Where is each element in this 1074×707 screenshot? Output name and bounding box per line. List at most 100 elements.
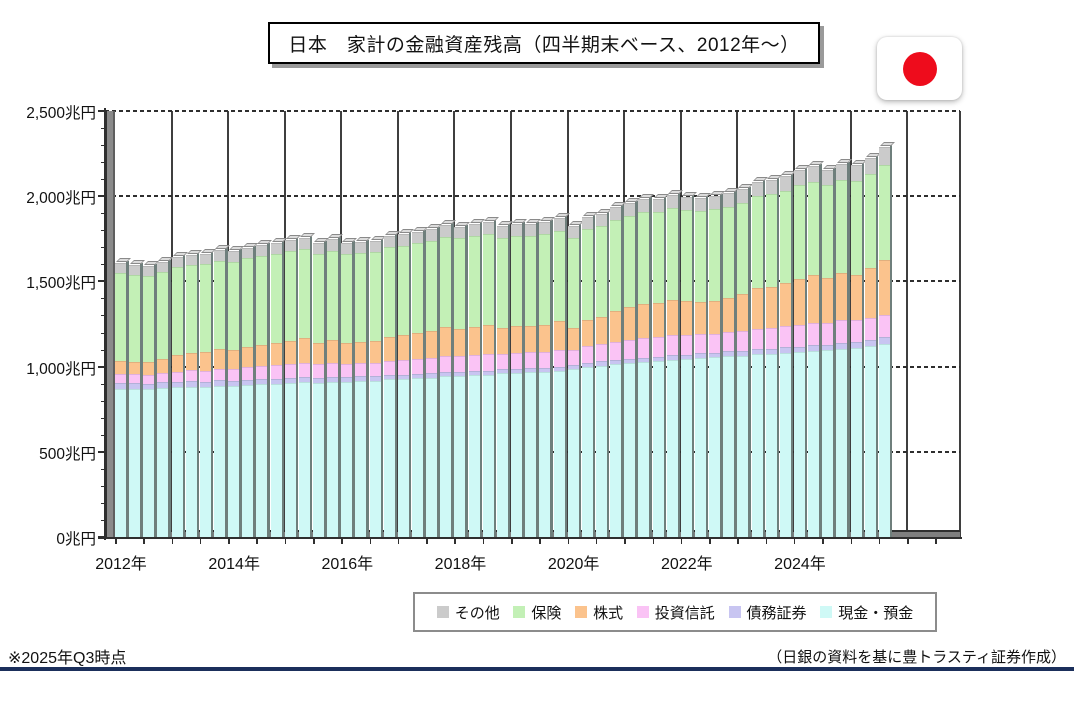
segment-現金・預金 (412, 378, 424, 537)
segment-株式 (878, 260, 890, 316)
segment-投資信託 (454, 355, 466, 372)
segment-その他 (185, 254, 197, 266)
segment-投資信託 (511, 353, 523, 369)
segment-投資信託 (680, 335, 692, 355)
segment-現金・預金 (383, 379, 395, 537)
segment-現金・預金 (751, 354, 763, 537)
segment-保険 (624, 215, 636, 307)
segment-投資信託 (836, 320, 848, 343)
segment-債務証券 (341, 377, 353, 382)
segment-その他 (214, 249, 226, 261)
segment-株式 (242, 347, 254, 368)
segment-投資信託 (652, 337, 664, 357)
segment-債務証券 (553, 366, 565, 371)
segment-株式 (171, 354, 183, 372)
segment-株式 (355, 342, 367, 364)
y-axis-line (104, 108, 106, 540)
segment-投資信託 (595, 344, 607, 362)
segment-投資信託 (284, 364, 296, 379)
segment-投資信託 (610, 341, 622, 360)
bar-side-3d (748, 187, 751, 537)
y-minor-tick (101, 502, 105, 504)
bar-side-3d (536, 221, 539, 537)
bar-side-3d (861, 163, 865, 537)
stacked-bar-2013Q4 (214, 249, 226, 537)
segment-投資信託 (553, 349, 565, 367)
segment-保険 (115, 273, 126, 361)
segment-債務証券 (143, 383, 155, 390)
segment-投資信託 (822, 322, 834, 345)
segment-株式 (185, 352, 197, 371)
bar-side-3d (423, 229, 426, 537)
segment-現金・預金 (666, 359, 678, 537)
segment-株式 (454, 328, 466, 356)
legend-item: 株式 (575, 602, 623, 623)
segment-保険 (440, 236, 452, 328)
segment-株式 (765, 286, 777, 328)
bar-side-3d (267, 243, 270, 537)
stacked-bar-2016Q4 (383, 235, 395, 537)
bar-side-3d (366, 240, 369, 537)
segment-現金・預金 (313, 382, 325, 537)
stacked-bar-2021Q2 (638, 199, 650, 537)
segment-株式 (567, 327, 579, 351)
segment-債務証券 (567, 365, 579, 370)
segment-投資信託 (171, 371, 183, 382)
x-tick-label: 2012年 (95, 556, 147, 573)
bar-cap-3d (116, 258, 131, 263)
segment-保険 (694, 211, 706, 303)
segment-債務証券 (864, 339, 876, 346)
bar-cap-3d (483, 216, 499, 221)
segment-保険 (383, 247, 395, 337)
y-major-tick (98, 280, 105, 283)
segment-債務証券 (765, 348, 777, 354)
y-tick-label: 2,500兆円 (26, 105, 96, 122)
segment-債務証券 (610, 359, 622, 365)
segment-株式 (779, 283, 791, 326)
bar-side-3d (225, 247, 228, 537)
segment-その他 (355, 242, 367, 254)
segment-保険 (638, 212, 650, 304)
segment-その他 (680, 196, 692, 210)
segment-現金・預金 (214, 385, 226, 537)
japan-flag-icon (877, 37, 962, 100)
segment-保険 (468, 236, 480, 327)
x-tick (624, 539, 626, 544)
legend-label: 投資信託 (654, 604, 715, 622)
segment-株式 (694, 302, 706, 335)
segment-投資信託 (143, 374, 155, 384)
bar-side-3d (507, 224, 511, 537)
bar-side-3d (253, 245, 256, 537)
bar-side-3d (734, 191, 737, 537)
legend-label: 現金・預金 (838, 604, 914, 622)
segment-現金・預金 (709, 357, 721, 537)
legend-label: 債務証券 (746, 604, 807, 622)
segment-株式 (496, 328, 508, 354)
segment-保険 (284, 251, 296, 341)
segment-保険 (723, 206, 735, 298)
x-tick (595, 539, 598, 544)
segment-現金・預金 (228, 386, 240, 537)
legend-label: 株式 (593, 604, 624, 622)
segment-株式 (850, 274, 862, 321)
segment-保険 (525, 235, 537, 326)
segment-株式 (581, 319, 593, 347)
segment-その他 (822, 169, 834, 185)
segment-保険 (822, 184, 834, 279)
segment-投資信託 (864, 317, 876, 340)
bottom-divider-rule (0, 667, 1074, 671)
segment-現金・預金 (610, 364, 622, 537)
segment-保険 (454, 238, 466, 329)
stacked-bar-2021Q4 (666, 194, 678, 537)
x-tick (652, 539, 655, 544)
segment-現金・預金 (157, 387, 169, 537)
segment-株式 (313, 342, 325, 365)
bar-side-3d (324, 240, 327, 537)
segment-保険 (878, 164, 890, 261)
bar-side-3d (126, 261, 129, 537)
legend-item: その他 (436, 602, 500, 623)
segment-投資信託 (624, 340, 636, 359)
segment-保険 (397, 245, 409, 336)
y-major-tick (98, 450, 105, 453)
segment-現金・預金 (185, 386, 197, 537)
